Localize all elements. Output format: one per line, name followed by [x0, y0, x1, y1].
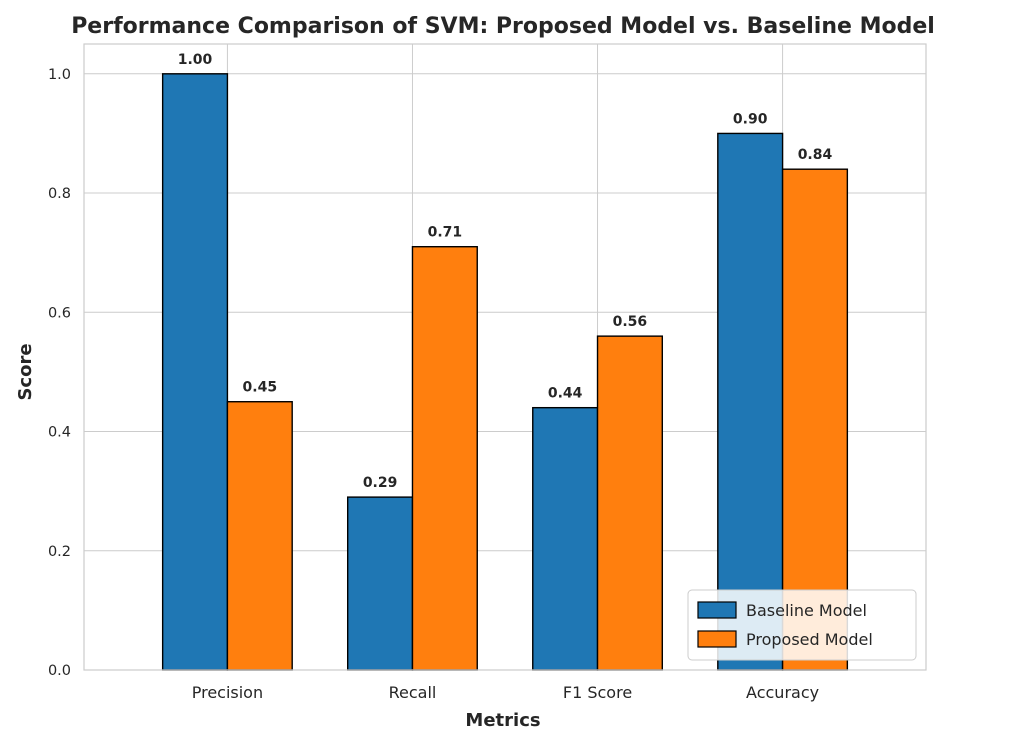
bar-value-label: 0.71 — [428, 225, 463, 241]
bar — [532, 406, 599, 671]
bar — [161, 73, 229, 671]
plot-border — [83, 43, 927, 671]
x-tick-label: F1 Score — [563, 683, 632, 702]
x-axis-label: Metrics — [465, 710, 540, 731]
x-tick-label: Accuracy — [746, 683, 819, 702]
bar-value-label: 0.56 — [613, 314, 648, 330]
y-axis-ticks: 0.0 0.2 0.4 0.6 0.8 1.0 — [48, 67, 71, 679]
y-tick-label: 0.0 — [48, 663, 71, 679]
y-tick-label: 0.6 — [48, 305, 71, 321]
bar — [596, 335, 663, 671]
y-tick-label: 1.0 — [48, 67, 71, 83]
x-tick-label: Precision — [192, 683, 263, 702]
y-axis-label: Score — [15, 343, 36, 400]
bar-value-label: 0.84 — [798, 147, 833, 163]
legend: Baseline Model Proposed Model — [687, 589, 917, 661]
x-tick-label: Recall — [389, 683, 437, 702]
legend-box — [687, 589, 917, 661]
bar — [411, 246, 478, 671]
legend-swatch — [697, 630, 737, 648]
bar — [347, 496, 414, 671]
bar-value-label: 0.45 — [243, 380, 278, 396]
bar-value-label: 0.29 — [363, 475, 398, 491]
y-tick-label: 0.4 — [48, 425, 71, 441]
y-tick-label: 0.8 — [48, 186, 71, 202]
bar-value-label: 0.90 — [733, 111, 768, 127]
legend-label: Baseline Model — [746, 601, 867, 620]
bar — [226, 401, 293, 671]
legend-swatch — [697, 601, 737, 619]
plot-frame — [83, 43, 927, 671]
bars — [161, 73, 849, 671]
bar-value-label: 1.00 — [178, 52, 213, 68]
chart-title: Performance Comparison of SVM: Proposed … — [71, 14, 935, 39]
bar-value-label: 0.44 — [548, 386, 583, 402]
data-labels: 1.00 0.29 0.44 0.90 0.45 0.71 0.56 0.84 — [178, 52, 833, 491]
bar — [781, 168, 849, 671]
legend-label: Proposed Model — [746, 630, 873, 649]
x-axis-ticks: Precision Recall F1 Score Accuracy — [192, 683, 819, 702]
y-tick-label: 0.2 — [48, 544, 71, 560]
